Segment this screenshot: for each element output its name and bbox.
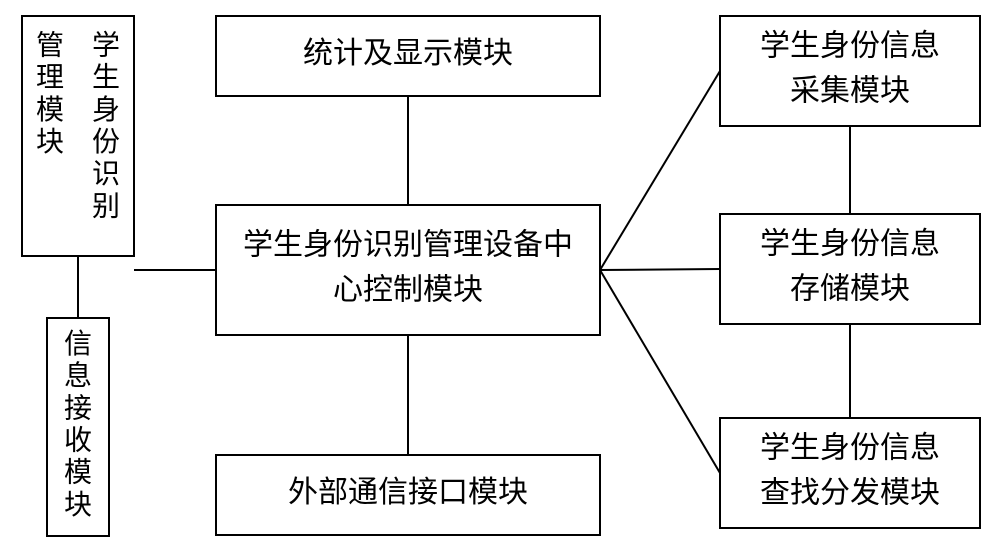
node-left_top-char: 学: [92, 29, 120, 61]
edge-5: [600, 269, 720, 270]
node-left_top-char: 身: [92, 94, 120, 126]
node-left_top-char: 管: [36, 29, 64, 61]
node-left_top-char: 生: [92, 62, 120, 94]
node-left_bottom-char: 信: [64, 328, 92, 360]
node-center-label: 学生身份识别管理设备中: [243, 228, 573, 261]
node-bottom_center-label: 外部通信接口模块: [288, 476, 528, 509]
node-top_center-label: 统计及显示模块: [303, 37, 513, 70]
node-left_bottom-char: 收: [64, 425, 92, 457]
node-right_bottom-label: 查找分发模块: [760, 476, 940, 509]
edge-6: [600, 270, 720, 473]
node-left_bottom-char: 模: [64, 457, 92, 489]
node-right_mid: 学生身份信息存储模块: [720, 214, 980, 324]
edge-4: [600, 71, 720, 270]
node-left_top: 管理模块 学生身份识别: [22, 16, 134, 256]
node-left_bottom: 信息接收模块: [47, 318, 109, 536]
node-left_top-char: 别: [92, 191, 120, 222]
node-right_top-label: 采集模块: [790, 74, 910, 107]
node-left_top-char: 份: [92, 126, 120, 158]
node-left_bottom-char: 块: [64, 490, 92, 521]
node-center-label: 心控制模块: [333, 273, 483, 306]
node-left_top-char: 块: [36, 127, 64, 158]
diagram-canvas: 管理模块学生身份识别信息接收模块统计及显示模块学生身份识别管理设备中心控制模块外…: [0, 0, 1000, 541]
node-left_bottom-char: 接: [64, 392, 92, 424]
node-right_bottom: 学生身份信息查找分发模块: [720, 418, 980, 528]
node-top_center: 统计及显示模块: [216, 16, 600, 96]
node-bottom_center: 外部通信接口模块: [216, 455, 600, 535]
node-left_top-char: 理: [36, 63, 64, 94]
node-left_top-char: 模: [36, 94, 64, 126]
node-right_mid-label: 存储模块: [790, 272, 910, 305]
node-right_mid-label: 学生身份信息: [760, 227, 940, 260]
node-right_top-label: 学生身份信息: [760, 29, 940, 62]
node-left_top-char: 识: [92, 159, 120, 190]
node-left_bottom-char: 息: [64, 360, 92, 392]
node-right_bottom-label: 学生身份信息: [760, 431, 940, 464]
node-center: 学生身份识别管理设备中心控制模块: [216, 205, 600, 335]
node-right_top: 学生身份信息采集模块: [720, 16, 980, 126]
